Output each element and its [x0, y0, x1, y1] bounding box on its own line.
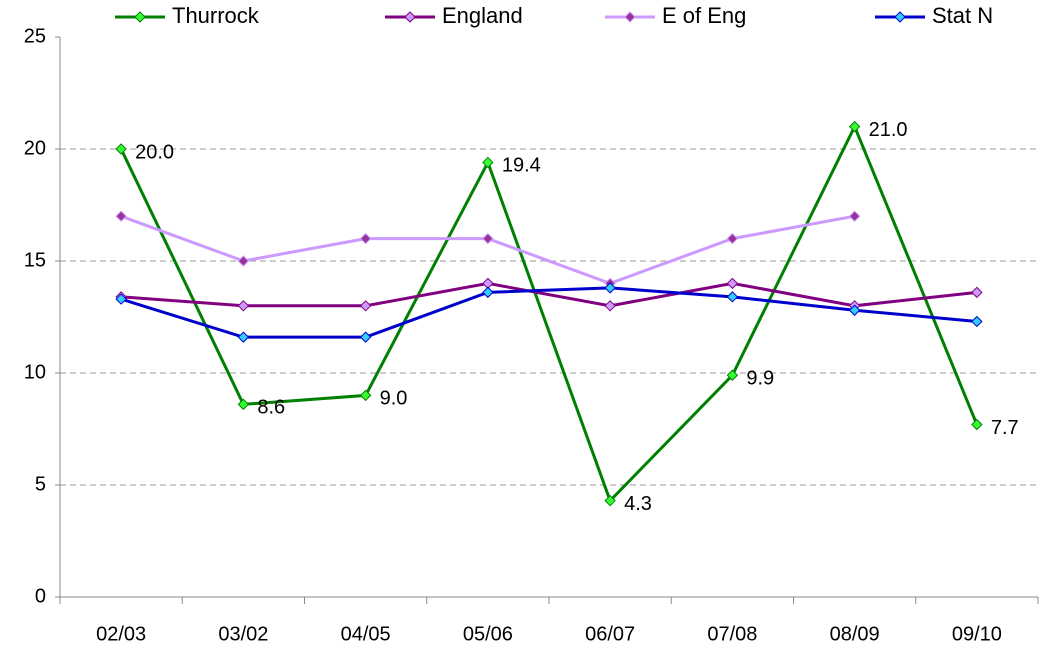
legend-label: Stat N [932, 3, 993, 28]
point-marker [115, 143, 127, 155]
data-label: 4.3 [624, 493, 652, 515]
x-tick-label: 06/07 [585, 623, 635, 645]
point-marker [237, 255, 250, 267]
legend-label: England [442, 3, 523, 28]
point-marker [482, 286, 494, 299]
point-marker [115, 210, 127, 222]
point-marker [604, 300, 616, 312]
point-marker [604, 282, 616, 294]
point-marker [971, 418, 983, 431]
point-marker [359, 300, 372, 312]
y-tick-label: 10 [24, 361, 46, 383]
legend-marker [404, 11, 416, 23]
series-line [121, 281, 978, 308]
x-tick-label: 04/05 [341, 623, 391, 645]
data-label: 19.4 [502, 155, 541, 177]
x-tick-label: 05/06 [463, 623, 513, 645]
legend-marker [134, 11, 146, 23]
y-tick-label: 0 [35, 585, 46, 607]
x-tick-label: 03/02 [218, 623, 268, 645]
data-label: 8.6 [257, 397, 285, 419]
legend-label: E of Eng [662, 3, 746, 28]
x-tick-label: 09/10 [952, 623, 1002, 645]
x-tick-label: 08/09 [830, 623, 880, 645]
data-label: 20.0 [135, 141, 174, 163]
legend-label: Thurrock [172, 3, 260, 28]
data-label: 9.0 [380, 388, 408, 410]
point-marker [726, 369, 739, 381]
point-marker [237, 398, 250, 411]
y-tick-label: 5 [35, 473, 46, 495]
y-tick-label: 15 [24, 249, 46, 271]
series-line [120, 286, 978, 339]
legend-marker [624, 11, 636, 23]
data-label: 7.7 [991, 417, 1019, 439]
y-tick-label: 25 [24, 25, 46, 47]
series-line [120, 214, 855, 285]
point-marker [482, 156, 494, 169]
point-marker [848, 304, 861, 316]
point-marker [115, 293, 127, 305]
point-marker [848, 120, 861, 133]
point-marker [482, 232, 494, 245]
point-marker [237, 331, 250, 343]
point-marker [237, 300, 250, 312]
point-marker [726, 291, 739, 303]
x-tick-label: 07/08 [707, 623, 757, 645]
point-marker [726, 277, 739, 290]
point-marker [971, 315, 983, 328]
point-marker [848, 210, 861, 222]
data-label: 21.0 [869, 119, 908, 141]
point-marker [359, 232, 372, 245]
y-tick-label: 20 [24, 137, 46, 159]
point-marker [726, 232, 739, 245]
point-marker [359, 331, 372, 343]
point-marker [604, 494, 616, 507]
series-line [119, 122, 979, 504]
data-label: 9.9 [746, 368, 774, 390]
x-tick-label: 02/03 [96, 623, 146, 645]
point-marker [359, 389, 372, 402]
point-marker [971, 286, 983, 299]
legend-marker [894, 11, 906, 23]
